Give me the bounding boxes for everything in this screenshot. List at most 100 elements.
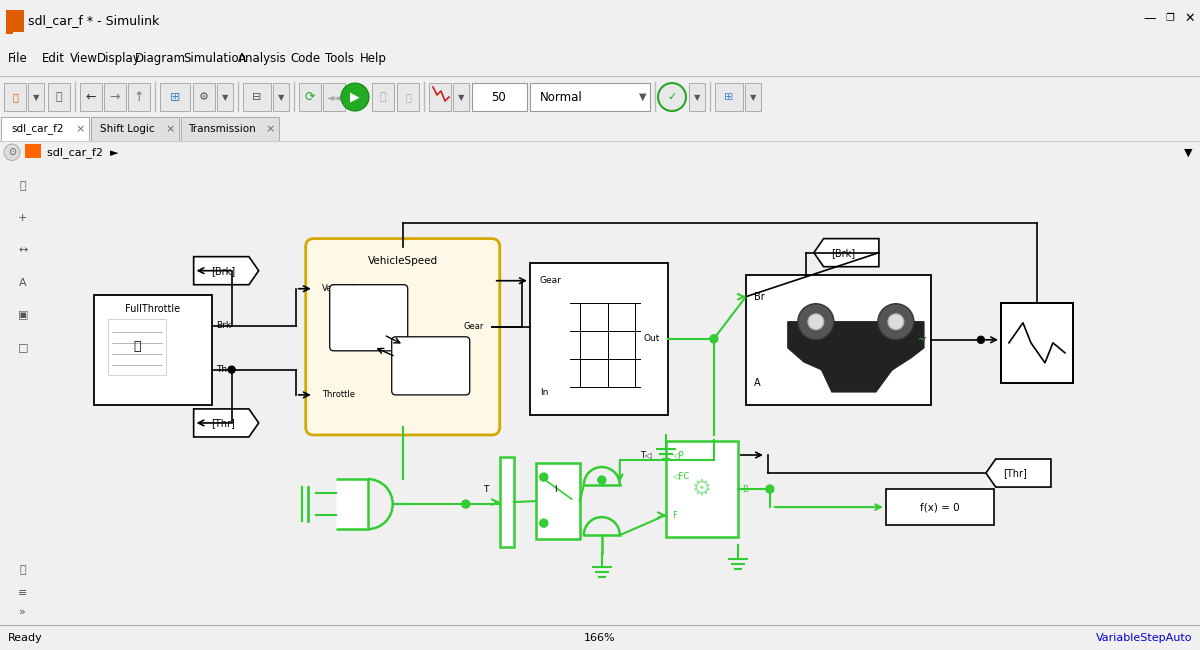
- Circle shape: [658, 83, 686, 111]
- Text: F: F: [672, 511, 677, 519]
- Circle shape: [888, 314, 904, 330]
- Text: Diagram: Diagram: [134, 51, 186, 64]
- Bar: [430, 83, 451, 111]
- Circle shape: [978, 336, 984, 343]
- Text: ▼: ▼: [750, 92, 756, 101]
- Text: B: B: [742, 484, 748, 493]
- Text: ⚙: ⚙: [199, 92, 209, 102]
- Text: ⬛: ⬛: [12, 92, 18, 102]
- Bar: [48, 83, 70, 111]
- Text: →: →: [109, 90, 120, 103]
- Text: sdl_car_f2: sdl_car_f2: [12, 124, 64, 135]
- Bar: [274, 83, 289, 111]
- Text: Edit: Edit: [42, 51, 65, 64]
- Bar: [666, 441, 738, 537]
- Text: ▼: ▼: [1183, 148, 1193, 157]
- Bar: [454, 83, 469, 111]
- Circle shape: [598, 476, 606, 484]
- Text: ◄◄: ◄◄: [326, 92, 342, 102]
- Text: Out: Out: [643, 334, 660, 343]
- Bar: [372, 83, 394, 111]
- Text: 🔍: 🔍: [19, 181, 26, 190]
- Text: —: —: [1144, 12, 1157, 25]
- Text: ▼: ▼: [457, 92, 464, 101]
- Text: »: »: [19, 606, 26, 616]
- Circle shape: [798, 304, 834, 340]
- Text: File: File: [8, 51, 28, 64]
- Text: ❐: ❐: [1165, 13, 1175, 23]
- Text: 📋: 📋: [133, 341, 140, 354]
- Text: ←: ←: [85, 90, 96, 103]
- Text: Gear: Gear: [540, 276, 562, 285]
- Bar: [25, 144, 41, 159]
- Text: Throttle: Throttle: [322, 391, 355, 399]
- FancyBboxPatch shape: [330, 285, 408, 351]
- Text: [Brk]: [Brk]: [211, 266, 235, 276]
- Text: Tools: Tools: [325, 51, 354, 64]
- Polygon shape: [336, 479, 367, 529]
- Bar: [242, 83, 271, 111]
- Text: [Thr]: [Thr]: [1003, 468, 1027, 478]
- Bar: [745, 83, 761, 111]
- Text: ⊞: ⊞: [725, 92, 733, 102]
- Polygon shape: [193, 257, 259, 285]
- Text: ×: ×: [265, 124, 275, 134]
- Circle shape: [4, 144, 20, 161]
- Bar: [160, 83, 190, 111]
- Text: Br: Br: [754, 292, 764, 302]
- Text: □: □: [18, 343, 28, 352]
- Text: Transmission: Transmission: [188, 124, 256, 134]
- Circle shape: [540, 473, 547, 481]
- Text: ×: ×: [76, 124, 85, 134]
- Circle shape: [766, 485, 774, 493]
- Text: ▼: ▼: [640, 92, 647, 102]
- Text: ▣: ▣: [18, 310, 28, 320]
- Bar: [91, 117, 179, 141]
- Text: Thr: Thr: [216, 365, 230, 374]
- Bar: [746, 275, 931, 405]
- Bar: [529, 263, 668, 415]
- Text: ◁FC: ◁FC: [672, 471, 689, 480]
- Polygon shape: [986, 459, 1051, 487]
- Text: ⚙: ⚙: [692, 479, 712, 499]
- Text: ×: ×: [166, 124, 175, 134]
- Bar: [1001, 303, 1073, 383]
- Text: ✓: ✓: [667, 92, 677, 102]
- Text: ↑: ↑: [133, 90, 144, 103]
- Bar: [28, 83, 44, 111]
- Text: VehicleSpeed: VehicleSpeed: [367, 255, 438, 266]
- FancyBboxPatch shape: [306, 239, 499, 435]
- Bar: [181, 117, 278, 141]
- Bar: [128, 83, 150, 111]
- Text: ▼: ▼: [222, 92, 228, 101]
- Bar: [886, 489, 994, 525]
- Text: Ready: Ready: [8, 632, 43, 643]
- Text: Shift Logic: Shift Logic: [101, 124, 155, 134]
- Bar: [193, 83, 215, 111]
- Bar: [6, 10, 24, 32]
- Polygon shape: [788, 322, 924, 374]
- Bar: [80, 83, 102, 111]
- Text: ⊙: ⊙: [8, 148, 16, 157]
- Bar: [472, 83, 527, 111]
- Bar: [530, 83, 650, 111]
- Polygon shape: [193, 409, 259, 437]
- Text: ~: ~: [918, 335, 924, 345]
- Text: Display: Display: [97, 51, 140, 64]
- Text: View: View: [70, 51, 98, 64]
- Text: ⊞: ⊞: [169, 90, 180, 103]
- Text: Normal: Normal: [540, 90, 583, 103]
- Bar: [217, 83, 233, 111]
- Text: ▼: ▼: [277, 92, 284, 101]
- Text: Code: Code: [290, 51, 320, 64]
- Bar: [535, 463, 580, 539]
- Text: ▶: ▶: [350, 90, 360, 103]
- Circle shape: [341, 83, 370, 111]
- Bar: [104, 83, 126, 111]
- Text: ≡: ≡: [18, 588, 28, 598]
- Text: T: T: [484, 485, 488, 494]
- Circle shape: [710, 335, 718, 343]
- Text: 🖥: 🖥: [19, 565, 26, 575]
- Text: v: v: [919, 335, 925, 344]
- Text: FullThrottle: FullThrottle: [125, 304, 180, 314]
